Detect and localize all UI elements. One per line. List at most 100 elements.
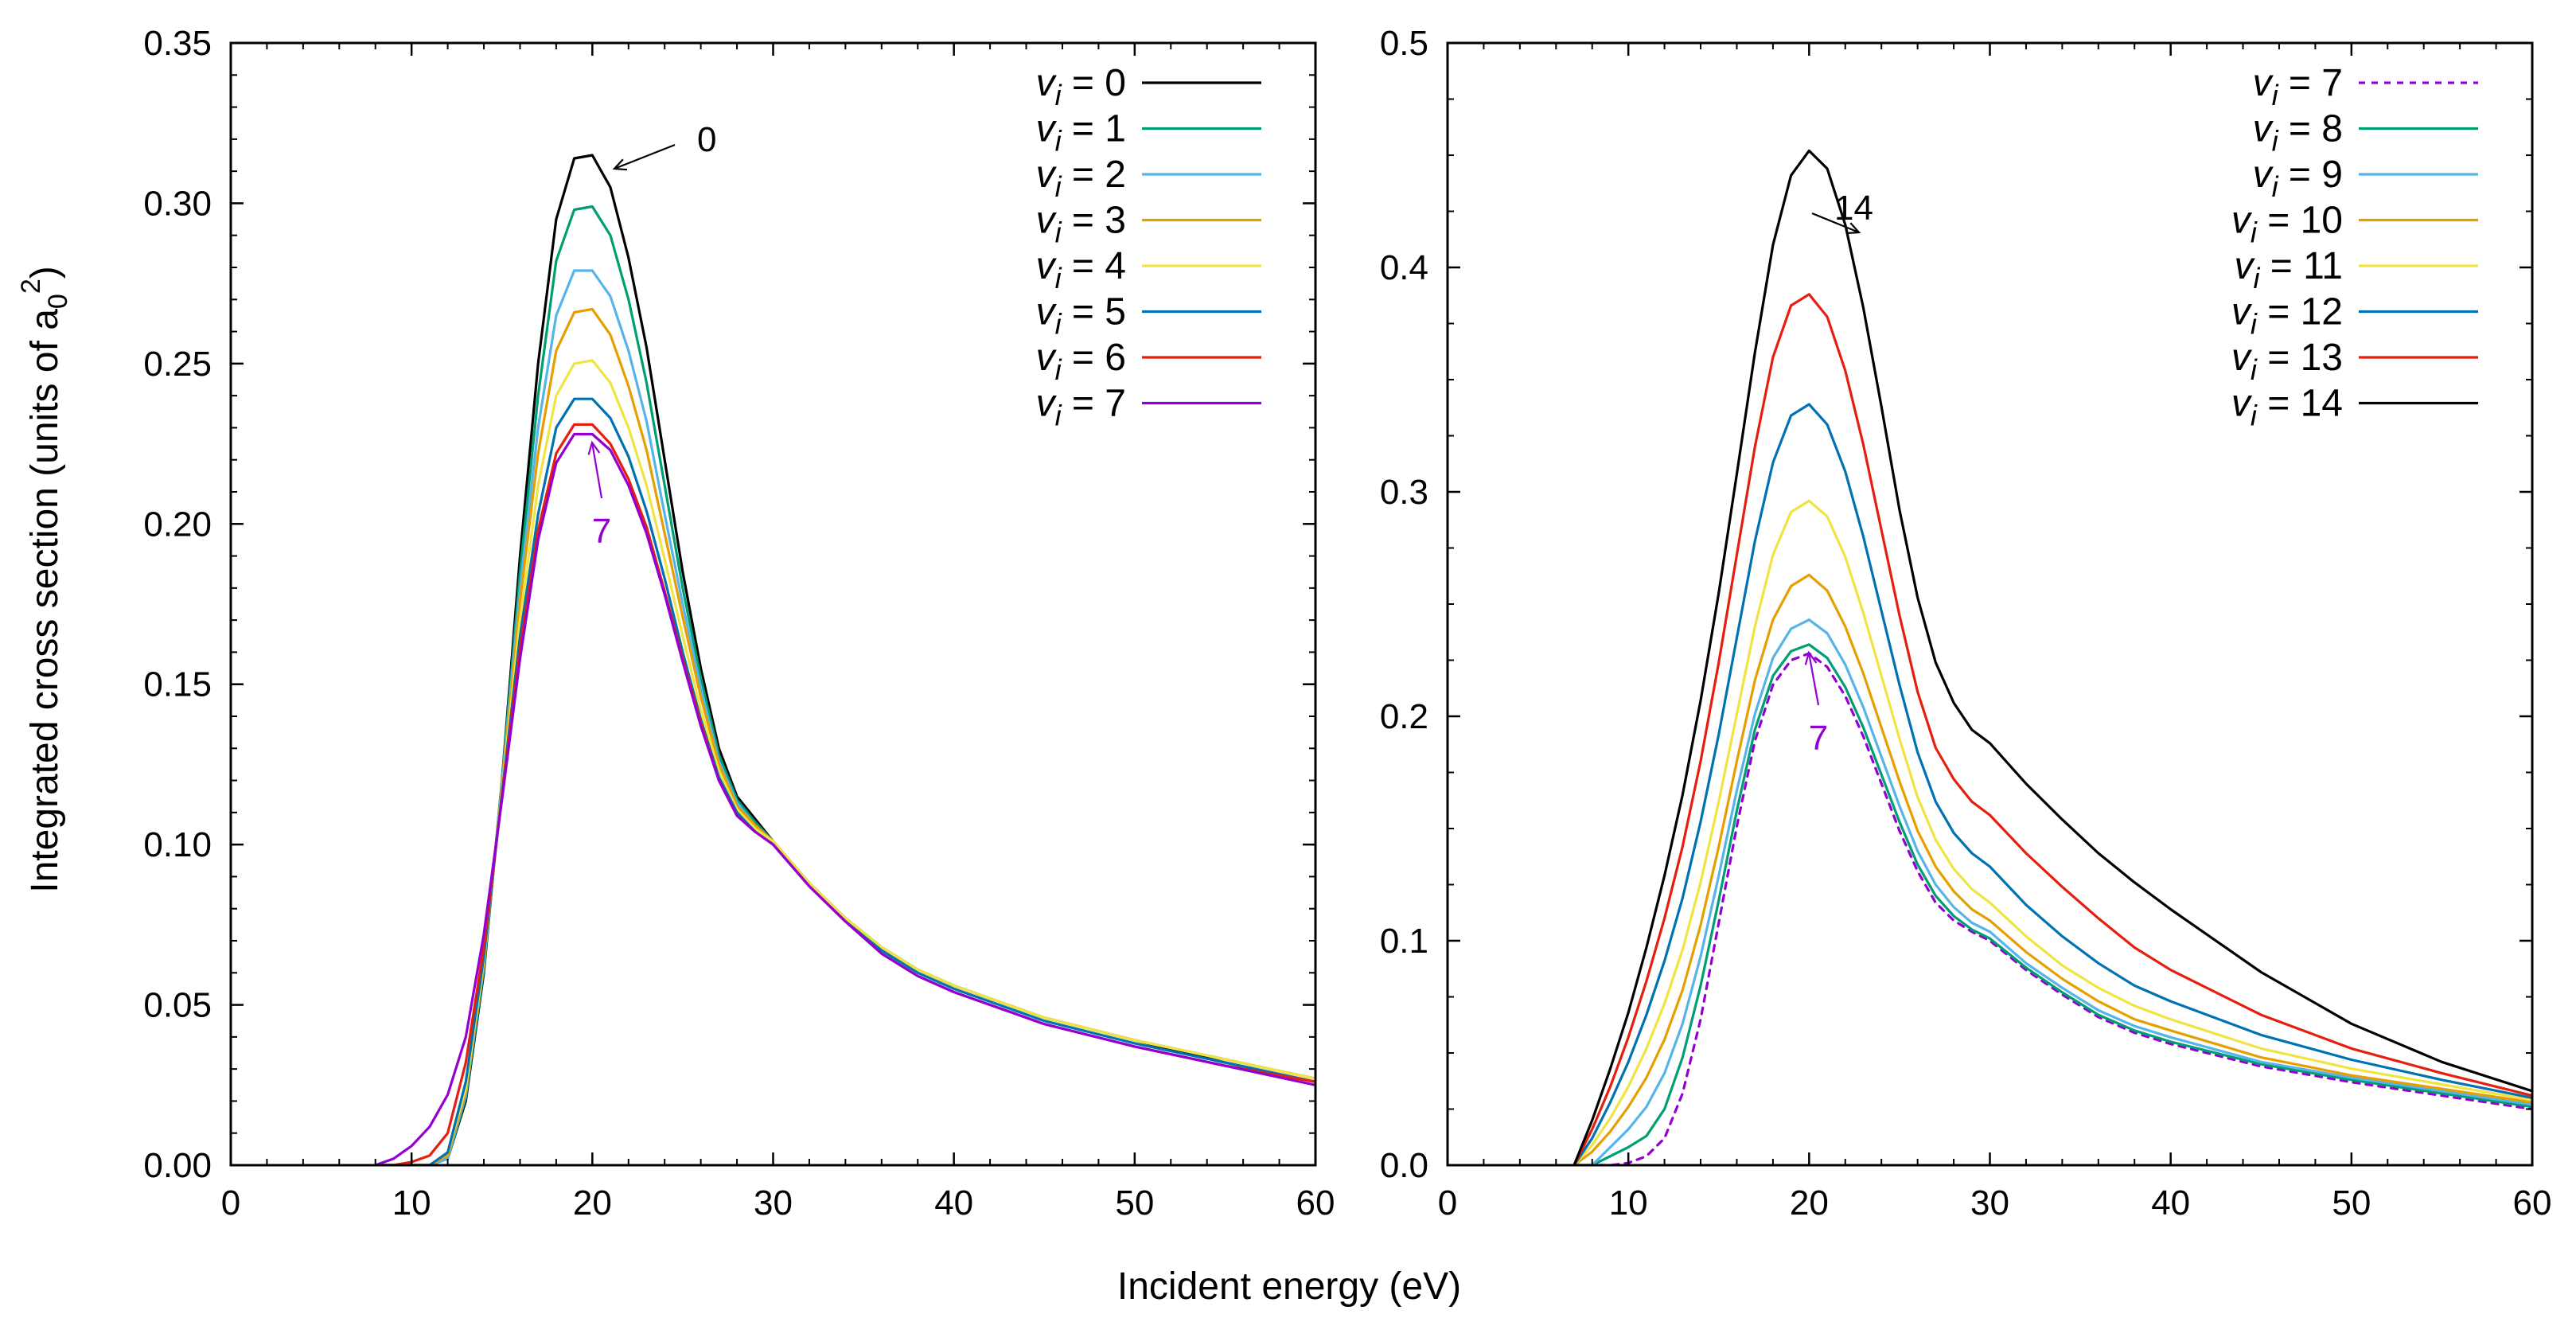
legend-subscript: i bbox=[1055, 262, 1062, 294]
legend-label: vi = 10 bbox=[2231, 200, 2343, 249]
legend-value: = 8 bbox=[2278, 108, 2343, 150]
y-tick-label: 0.1 bbox=[1380, 922, 1428, 961]
legend-entry-v14: vi = 14 bbox=[2231, 383, 2478, 432]
legend-value: = 10 bbox=[2257, 200, 2343, 242]
x-tick-label: 30 bbox=[1970, 1183, 2009, 1222]
legend-variable: v bbox=[2253, 62, 2274, 104]
legend-variable: v bbox=[1036, 154, 1058, 196]
legend-value: = 0 bbox=[1062, 62, 1126, 104]
right-annotations: 14 7 bbox=[1804, 189, 1873, 758]
y-axis-label-close: ) bbox=[24, 266, 66, 279]
legend-value: = 14 bbox=[2257, 383, 2343, 425]
legend-label: vi = 2 bbox=[1036, 154, 1126, 203]
x-tick-label: 50 bbox=[1115, 1183, 1154, 1222]
y-tick-label: 0.00 bbox=[143, 1146, 212, 1185]
x-tick-label: 60 bbox=[2513, 1183, 2552, 1222]
legend-label: vi = 7 bbox=[2253, 62, 2343, 111]
legend-variable: v bbox=[2234, 245, 2255, 287]
legend-entry-v2: vi = 2 bbox=[1036, 154, 1261, 203]
y-tick-label: 0.0 bbox=[1380, 1146, 1428, 1185]
legend-label: vi = 9 bbox=[2253, 154, 2343, 203]
y-axis-label-superscript: 2 bbox=[16, 279, 46, 294]
annotation-arrowhead bbox=[612, 158, 628, 171]
y-tick-label: 0.25 bbox=[143, 345, 212, 384]
legend-entry-v10: vi = 10 bbox=[2231, 200, 2478, 249]
legend-entry-v7: vi = 7 bbox=[2253, 62, 2478, 111]
y-tick-label: 0.4 bbox=[1380, 248, 1428, 287]
annotation-arrowhead bbox=[587, 440, 601, 455]
x-tick-label: 40 bbox=[2151, 1183, 2190, 1222]
annotation-7: 7 bbox=[1804, 650, 1828, 758]
legend-subscript: i bbox=[2251, 400, 2258, 432]
legend-value: = 7 bbox=[1062, 383, 1126, 425]
legend-entry-v12: vi = 12 bbox=[2231, 291, 2478, 341]
legend-subscript: i bbox=[2272, 170, 2279, 203]
legend-entry-v6: vi = 6 bbox=[1036, 337, 1261, 386]
y-tick-label: 0.10 bbox=[143, 825, 212, 864]
series-line-v9 bbox=[1572, 618, 2532, 1165]
y-tick-label: 0.15 bbox=[143, 665, 212, 704]
legend-label: vi = 6 bbox=[1036, 337, 1126, 386]
legend-variable: v bbox=[1036, 337, 1058, 379]
x-tick-label: 40 bbox=[934, 1183, 973, 1222]
series-line-v7 bbox=[1572, 652, 2532, 1165]
legend-value: = 13 bbox=[2257, 337, 2343, 379]
y-tick-label: 0.30 bbox=[143, 184, 212, 223]
annotation-label: 14 bbox=[1834, 189, 1873, 228]
y-axis-label-subscript: 0 bbox=[43, 294, 73, 309]
legend-variable: v bbox=[1036, 62, 1058, 104]
legend-subscript: i bbox=[2253, 262, 2260, 294]
legend-label: vi = 12 bbox=[2231, 291, 2343, 341]
legend-label: vi = 11 bbox=[2234, 245, 2343, 294]
legend-subscript: i bbox=[2251, 308, 2258, 341]
left-plot-frame bbox=[229, 41, 1317, 1167]
legend-label: vi = 13 bbox=[2231, 337, 2343, 386]
x-tick-label: 20 bbox=[1790, 1183, 1829, 1222]
annotation-arrowhead bbox=[1804, 650, 1818, 665]
legend-subscript: i bbox=[2251, 216, 2258, 249]
legend-value: = 2 bbox=[1062, 154, 1126, 196]
x-tick-label: 50 bbox=[2332, 1183, 2371, 1222]
annotation-arrow-line bbox=[1807, 652, 1820, 706]
legend-label: vi = 5 bbox=[1036, 291, 1126, 341]
series-line-v14 bbox=[1572, 149, 2532, 1165]
legend-label: vi = 3 bbox=[1036, 200, 1126, 249]
legend-subscript: i bbox=[2272, 125, 2279, 158]
legend-entry-v4: vi = 4 bbox=[1036, 245, 1261, 294]
y-tick-label: 0.3 bbox=[1380, 473, 1428, 512]
legend-variable: v bbox=[1036, 383, 1058, 425]
annotation-arrow-line bbox=[590, 442, 603, 499]
series-line-v5 bbox=[374, 397, 1315, 1165]
left-annotations: 07 bbox=[587, 120, 716, 551]
legend-subscript: i bbox=[1055, 353, 1062, 386]
right-axis-ticks: 0 10 20 30 40 50 60 0.0 0.1 0.2 0.3 0.4 0.5 bbox=[1380, 24, 2552, 1222]
legend-value: = 3 bbox=[1062, 200, 1126, 242]
legend-label: vi = 4 bbox=[1036, 245, 1126, 294]
legend-subscript: i bbox=[1055, 170, 1062, 203]
legend-label: vi = 7 bbox=[1036, 383, 1126, 432]
x-axis-label: Incident energy (eV) bbox=[1117, 1265, 1461, 1308]
annotation-14: 14 bbox=[1811, 189, 1873, 235]
right-plot-lines bbox=[1572, 149, 2532, 1165]
legend-entry-v3: vi = 3 bbox=[1036, 200, 1261, 249]
legend-variable: v bbox=[1036, 108, 1058, 150]
series-line-v8 bbox=[1572, 643, 2532, 1165]
legend-label: vi = 1 bbox=[1036, 108, 1126, 158]
y-tick-label: 0.05 bbox=[143, 986, 212, 1025]
series-line-v11 bbox=[1572, 499, 2532, 1165]
y-axis-label-main: Integrated cross section (units of a bbox=[24, 309, 66, 893]
legend-value: = 1 bbox=[1062, 108, 1126, 150]
legend-variable: v bbox=[2231, 200, 2253, 242]
legend-variable: v bbox=[2253, 108, 2274, 150]
left-chart-panel: 0 10 20 30 40 50 60 0.00 0.05 0.10 0.15 0.20 0.25 0.3… bbox=[143, 24, 1335, 1222]
legend-variable: v bbox=[1036, 291, 1058, 333]
legend-variable: v bbox=[2231, 383, 2253, 425]
y-tick-label: 0.5 bbox=[1380, 24, 1428, 63]
annotation-arrow-line bbox=[614, 143, 676, 170]
legend-variable: v bbox=[2253, 154, 2274, 196]
right-chart-panel: 0 10 20 30 40 50 600.00.10.20.30.40.5 147 vi =… bbox=[1380, 24, 2552, 1222]
annotation-arrowhead bbox=[1845, 222, 1861, 235]
